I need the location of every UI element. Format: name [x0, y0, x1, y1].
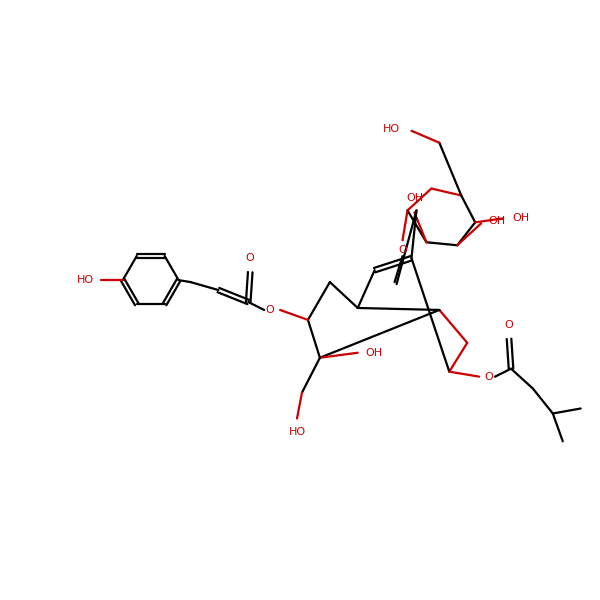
- Text: OH: OH: [365, 348, 382, 358]
- Text: O: O: [505, 320, 514, 330]
- Text: HO: HO: [383, 124, 400, 134]
- Text: O: O: [485, 371, 493, 382]
- Text: O: O: [246, 253, 254, 263]
- Text: HO: HO: [289, 427, 305, 437]
- Text: OH: OH: [488, 217, 506, 226]
- Text: O: O: [266, 305, 275, 315]
- Text: OH: OH: [406, 193, 423, 203]
- Text: O: O: [398, 245, 407, 255]
- Text: OH: OH: [512, 214, 530, 223]
- Text: HO: HO: [76, 275, 94, 285]
